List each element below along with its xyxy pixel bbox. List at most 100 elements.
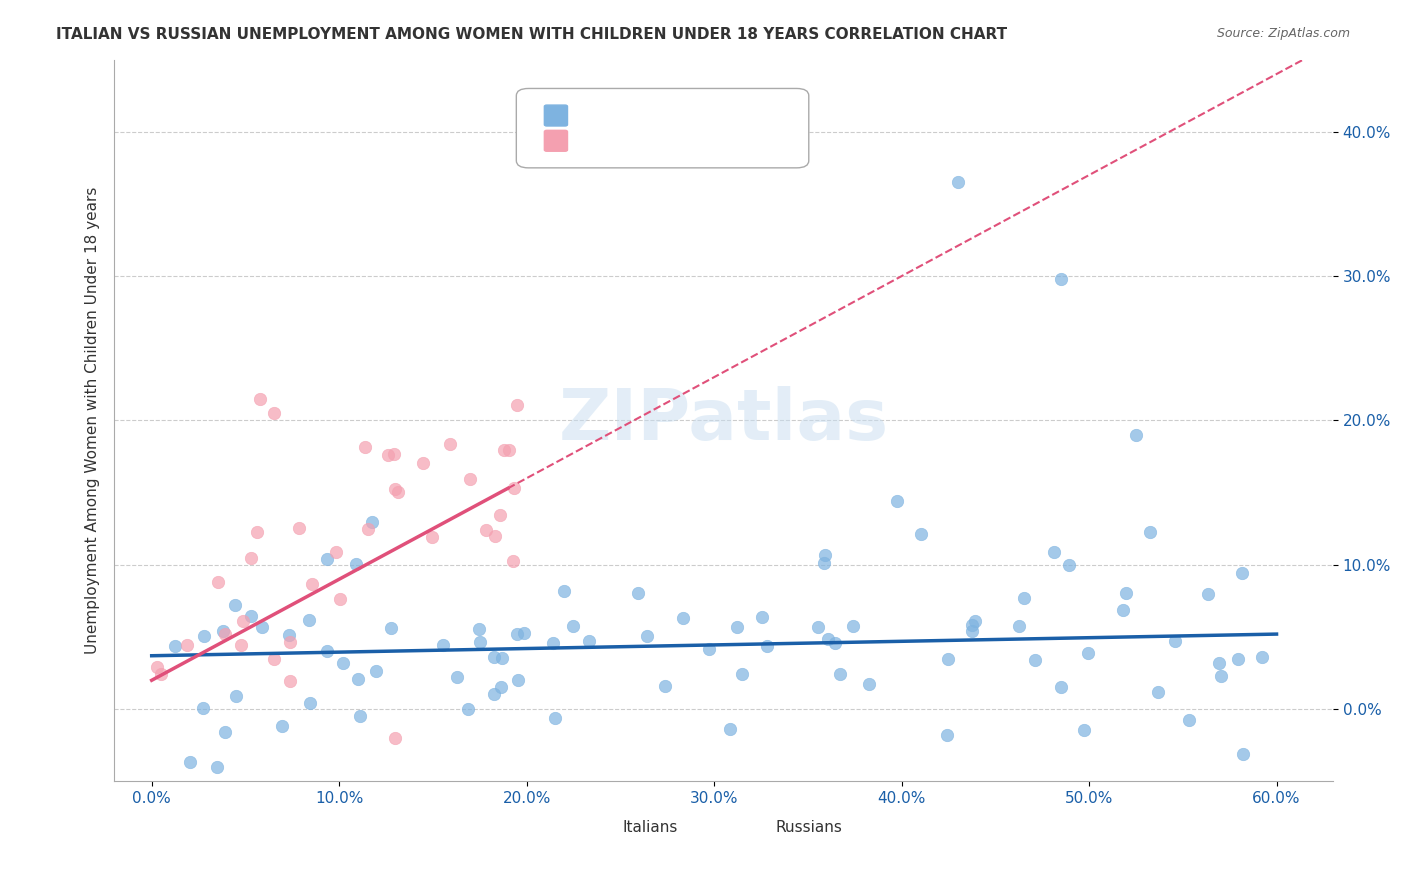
Point xyxy=(278,628,301,642)
Point xyxy=(488,508,510,523)
Point xyxy=(280,674,302,689)
Point xyxy=(299,696,322,710)
Point xyxy=(506,673,529,687)
Point xyxy=(176,638,198,652)
FancyBboxPatch shape xyxy=(763,820,793,840)
Point xyxy=(193,629,215,643)
Point xyxy=(484,649,506,664)
Point xyxy=(725,620,748,634)
Point xyxy=(412,456,434,470)
Point xyxy=(344,557,367,571)
Point xyxy=(1232,747,1254,761)
Point xyxy=(191,701,214,715)
Point xyxy=(353,440,375,454)
Point xyxy=(384,482,406,496)
Point xyxy=(1177,714,1199,728)
Point xyxy=(541,636,564,650)
Point xyxy=(1147,685,1170,699)
Point xyxy=(1163,634,1185,648)
Point xyxy=(214,627,236,641)
Point xyxy=(824,636,846,650)
Point xyxy=(214,725,236,739)
Text: Russians: Russians xyxy=(775,820,842,835)
Point xyxy=(960,624,983,639)
Point xyxy=(965,614,987,628)
Point xyxy=(224,599,246,613)
Point xyxy=(828,667,851,681)
Y-axis label: Unemployment Among Women with Children Under 18 years: Unemployment Among Women with Children U… xyxy=(86,186,100,654)
FancyBboxPatch shape xyxy=(544,105,568,126)
Point xyxy=(468,622,491,636)
Point xyxy=(1012,591,1035,605)
Point xyxy=(491,680,513,694)
Point xyxy=(858,677,880,691)
Point xyxy=(179,755,201,769)
Point xyxy=(1024,653,1046,667)
Text: Italians: Italians xyxy=(623,820,678,835)
Point xyxy=(718,723,741,737)
Point xyxy=(163,639,186,653)
Point xyxy=(503,481,526,495)
Point xyxy=(1008,619,1031,633)
Point xyxy=(1208,657,1230,671)
Point xyxy=(316,644,339,658)
Point xyxy=(936,652,959,666)
Point xyxy=(502,554,524,568)
Point xyxy=(886,493,908,508)
Point xyxy=(731,666,754,681)
Point xyxy=(387,485,409,500)
Point xyxy=(420,531,443,545)
Point xyxy=(349,709,371,723)
Point xyxy=(513,625,536,640)
FancyBboxPatch shape xyxy=(516,88,808,168)
Point xyxy=(654,679,676,693)
Point xyxy=(246,525,269,540)
Point xyxy=(935,728,957,742)
Point xyxy=(697,642,720,657)
Point xyxy=(263,651,285,665)
Point xyxy=(380,621,402,635)
Point xyxy=(361,516,384,530)
Point xyxy=(578,633,600,648)
Point xyxy=(807,619,830,633)
Point xyxy=(1043,544,1066,558)
Point xyxy=(491,651,513,665)
Text: ITALIAN VS RUSSIAN UNEMPLOYMENT AMONG WOMEN WITH CHILDREN UNDER 18 YEARS CORRELA: ITALIAN VS RUSSIAN UNEMPLOYMENT AMONG WO… xyxy=(56,27,1007,42)
Point xyxy=(1115,585,1137,599)
Point xyxy=(439,437,461,451)
Point xyxy=(446,670,468,684)
Point xyxy=(146,660,169,674)
Point xyxy=(325,544,347,558)
Point xyxy=(263,406,285,420)
Point xyxy=(544,711,567,725)
Point xyxy=(636,629,658,643)
Point xyxy=(329,592,352,607)
Point xyxy=(751,610,773,624)
Point xyxy=(240,609,263,624)
Point xyxy=(1250,650,1272,665)
Point xyxy=(672,611,695,625)
Point xyxy=(457,702,479,716)
Point xyxy=(229,638,252,652)
Point xyxy=(817,632,839,646)
Point xyxy=(1232,566,1254,580)
Point xyxy=(910,526,932,541)
Point xyxy=(332,656,354,670)
Point xyxy=(207,575,229,590)
Point xyxy=(814,548,837,562)
Point xyxy=(498,442,520,457)
Point xyxy=(553,583,575,598)
Point xyxy=(1073,723,1095,738)
Point xyxy=(813,556,835,570)
Point xyxy=(1139,525,1161,540)
Point xyxy=(316,552,339,566)
Point xyxy=(249,392,271,406)
Point xyxy=(475,523,498,537)
Point xyxy=(271,719,294,733)
Point xyxy=(562,618,585,632)
Point xyxy=(946,175,969,189)
Point xyxy=(842,619,865,633)
Text: Source: ZipAtlas.com: Source: ZipAtlas.com xyxy=(1216,27,1350,40)
FancyBboxPatch shape xyxy=(544,130,568,152)
Point xyxy=(347,672,370,686)
